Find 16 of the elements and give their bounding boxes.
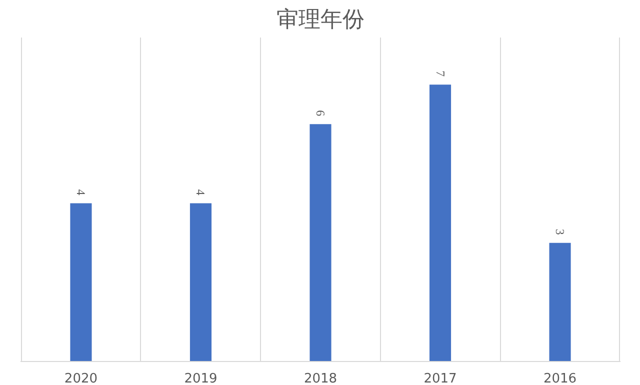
data-label: 4	[194, 189, 208, 196]
x-tick-label: 2018	[304, 372, 338, 385]
bar	[310, 124, 332, 362]
bar	[549, 242, 571, 362]
chart-title: 审理年份	[276, 8, 364, 32]
bar	[190, 203, 212, 362]
data-label: 7	[433, 70, 448, 77]
data-label: 6	[314, 110, 328, 116]
x-tick-label: 2019	[184, 372, 218, 385]
data-label: 3	[553, 228, 568, 235]
x-tick-label: 2020	[64, 372, 98, 385]
data-label: 4	[74, 189, 88, 196]
bar	[429, 84, 452, 362]
x-tick-label: 2016	[543, 372, 577, 385]
bar	[70, 203, 92, 362]
x-tick-label: 2017	[424, 372, 457, 385]
